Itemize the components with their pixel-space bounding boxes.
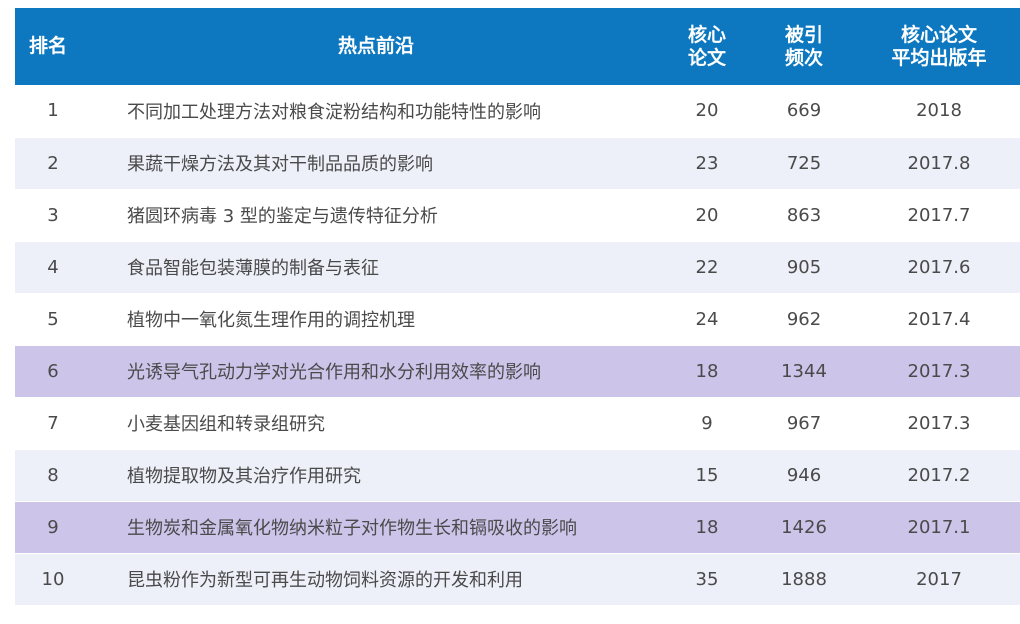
- cell-citations: 905: [786, 256, 822, 278]
- header-rank: 排名: [15, 8, 91, 85]
- cell-topic: 生物炭和金属氧化物纳米粒子对作物生长和镉吸收的影响: [127, 518, 577, 539]
- header-year-line1: 核心论文: [900, 23, 977, 46]
- cell-core-papers: 23: [695, 152, 719, 174]
- cell-avg-year: 2017.3: [907, 412, 971, 434]
- table-row: 10 昆虫粉作为新型可再生动物饲料资源的开发和利用 35 1888 2017: [15, 553, 1020, 605]
- table-row: 7 小麦基因组和转录组研究 9 967 2017.3: [15, 397, 1020, 449]
- cell-avg-year: 2017.6: [907, 256, 971, 278]
- cell-citations: 863: [786, 204, 822, 226]
- table-row: 1 不同加工处理方法对粮食淀粉结构和功能特性的影响 20 669 2018: [15, 85, 1020, 137]
- cell-rank: 6: [47, 360, 59, 382]
- cell-citations: 1344: [781, 360, 827, 382]
- header-avg-year: 核心论文 平均出版年: [855, 8, 1020, 85]
- cell-core-papers: 20: [695, 204, 719, 226]
- cell-rank: 10: [41, 568, 65, 590]
- header-row: 排名 热点前沿 核心 论文 被引 频次 核心论文 平均出版年: [15, 8, 1020, 85]
- cell-citations: 962: [786, 308, 822, 330]
- cell-core-papers: 35: [695, 568, 719, 590]
- cell-avg-year: 2017: [916, 568, 962, 590]
- cell-citations: 725: [786, 152, 822, 174]
- cell-rank: 1: [47, 100, 59, 122]
- table-body: 1 不同加工处理方法对粮食淀粉结构和功能特性的影响 20 669 2018 2 …: [15, 85, 1020, 605]
- cell-avg-year: 2017.3: [907, 360, 971, 382]
- hotspot-table: 排名 热点前沿 核心 论文 被引 频次 核心论文 平均出版年 1 不同加工处: [15, 8, 1020, 606]
- cell-rank: 5: [47, 308, 59, 330]
- cell-rank: 2: [47, 152, 59, 174]
- header-citations: 被引 频次: [753, 8, 855, 85]
- cell-topic: 昆虫粉作为新型可再生动物饲料资源的开发和利用: [127, 570, 523, 591]
- cell-topic: 光诱导气孔动力学对光合作用和水分利用效率的影响: [127, 362, 541, 383]
- header-core-line2: 论文: [687, 46, 726, 69]
- table-row: 3 猪圆环病毒 3 型的鉴定与遗传特征分析 20 863 2017.7: [15, 189, 1020, 241]
- header-rank-label: 排名: [29, 35, 68, 57]
- cell-core-papers: 22: [695, 256, 719, 278]
- header-cite-line1: 被引: [784, 23, 823, 46]
- cell-topic: 小麦基因组和转录组研究: [127, 414, 325, 435]
- cell-rank: 7: [47, 412, 59, 434]
- table-header: 排名 热点前沿 核心 论文 被引 频次 核心论文 平均出版年: [15, 8, 1020, 85]
- header-year-line2: 平均出版年: [891, 46, 987, 69]
- cell-core-papers: 24: [695, 308, 719, 330]
- cell-topic: 植物提取物及其治疗作用研究: [127, 466, 361, 487]
- cell-core-papers: 15: [695, 464, 719, 486]
- header-topic-label: 热点前沿: [337, 35, 414, 57]
- cell-avg-year: 2017.2: [907, 464, 971, 486]
- table-row: 2 果蔬干燥方法及其对干制品品质的影响 23 725 2017.8: [15, 137, 1020, 189]
- table-row: 4 食品智能包装薄膜的制备与表征 22 905 2017.6: [15, 241, 1020, 293]
- header-topic: 热点前沿: [91, 8, 661, 85]
- table-row: 8 植物提取物及其治疗作用研究 15 946 2017.2: [15, 449, 1020, 501]
- cell-core-papers: 9: [701, 412, 713, 434]
- cell-core-papers: 18: [695, 516, 719, 538]
- header-cite-line2: 频次: [784, 46, 823, 69]
- table-row: 9 生物炭和金属氧化物纳米粒子对作物生长和镉吸收的影响 18 1426 2017…: [15, 501, 1020, 553]
- cell-topic: 猪圆环病毒 3 型的鉴定与遗传特征分析: [127, 206, 438, 227]
- cell-avg-year: 2018: [916, 100, 962, 122]
- cell-citations: 669: [786, 100, 822, 122]
- cell-topic: 食品智能包装薄膜的制备与表征: [127, 258, 379, 279]
- cell-topic: 果蔬干燥方法及其对干制品品质的影响: [127, 154, 433, 175]
- hotspot-table-container: 排名 热点前沿 核心 论文 被引 频次 核心论文 平均出版年 1 不同加工处: [15, 8, 1020, 606]
- header-core-line1: 核心: [687, 23, 726, 46]
- cell-core-papers: 20: [695, 100, 719, 122]
- cell-citations: 967: [786, 412, 822, 434]
- table-row: 5 植物中一氧化氮生理作用的调控机理 24 962 2017.4: [15, 293, 1020, 345]
- cell-topic: 植物中一氧化氮生理作用的调控机理: [127, 310, 415, 331]
- cell-rank: 3: [47, 204, 59, 226]
- cell-core-papers: 18: [695, 360, 719, 382]
- cell-rank: 4: [47, 256, 59, 278]
- cell-citations: 1426: [781, 516, 827, 538]
- cell-avg-year: 2017.8: [907, 152, 971, 174]
- cell-rank: 9: [47, 516, 59, 538]
- cell-citations: 1888: [781, 568, 827, 590]
- cell-avg-year: 2017.1: [907, 516, 971, 538]
- cell-topic: 不同加工处理方法对粮食淀粉结构和功能特性的影响: [127, 101, 541, 123]
- cell-avg-year: 2017.7: [907, 204, 971, 226]
- cell-citations: 946: [786, 464, 822, 486]
- cell-rank: 8: [47, 464, 59, 486]
- cell-avg-year: 2017.4: [907, 308, 971, 330]
- header-core-papers: 核心 论文: [661, 8, 753, 85]
- table-row: 6 光诱导气孔动力学对光合作用和水分利用效率的影响 18 1344 2017.3: [15, 345, 1020, 397]
